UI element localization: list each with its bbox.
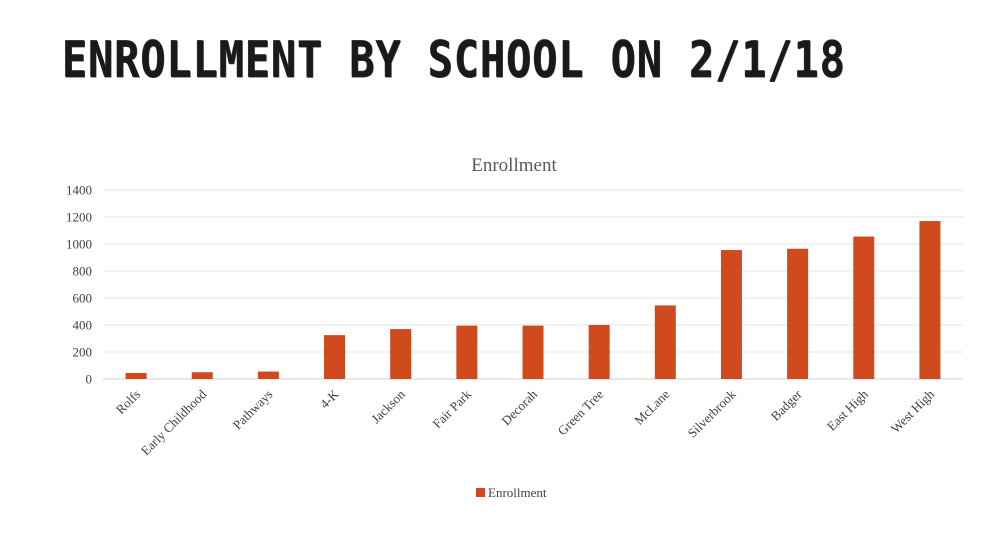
x-tick-label: Pathways	[230, 387, 276, 433]
x-tick-label: Fair Park	[429, 386, 474, 431]
x-tick-label: Badger	[768, 386, 806, 424]
bar	[191, 372, 213, 379]
x-tick-label: 4-K	[317, 386, 342, 411]
bar	[588, 325, 610, 379]
x-tick-label: West High	[888, 386, 938, 436]
y-tick-label: 1200	[66, 210, 92, 225]
y-tick-label: 1400	[66, 183, 92, 198]
bar	[390, 329, 412, 379]
y-tick-label: 400	[73, 318, 93, 333]
bar	[324, 335, 346, 379]
chart-title: Enrollment	[471, 155, 557, 176]
legend-swatch	[476, 488, 485, 497]
bar	[522, 325, 544, 379]
y-tick-label: 800	[73, 264, 93, 279]
x-tick-label: Early Childhood	[138, 386, 210, 458]
bar	[125, 372, 147, 379]
bar	[654, 305, 676, 379]
bar	[853, 236, 875, 379]
bar	[257, 371, 279, 379]
bar	[919, 221, 941, 379]
x-tick-label: East High	[824, 386, 871, 433]
x-tick-label: Green Tree	[555, 386, 607, 438]
y-axis: 0 200 400 600 800 1000 1200 1400	[66, 183, 92, 387]
bar	[720, 250, 742, 379]
legend-label: Enrollment	[488, 485, 547, 500]
y-tick-label: 0	[86, 372, 93, 387]
slide-title: ENROLLMENT BY SCHOOL ON 2/1/18	[62, 31, 846, 89]
x-tick-label: Rolfs	[113, 387, 144, 418]
bar	[456, 325, 478, 379]
y-tick-label: 600	[73, 291, 93, 306]
y-tick-label: 1000	[66, 237, 92, 252]
legend: Enrollment	[476, 485, 547, 500]
x-tick-label: Jackson	[368, 386, 408, 426]
y-tick-label: 200	[73, 345, 93, 360]
bar	[787, 248, 809, 379]
x-tick-label: Decorah	[498, 386, 540, 428]
x-tick-label: Silverbrook	[685, 386, 739, 440]
x-tick-label: McLane	[631, 386, 672, 427]
bars	[125, 221, 941, 379]
